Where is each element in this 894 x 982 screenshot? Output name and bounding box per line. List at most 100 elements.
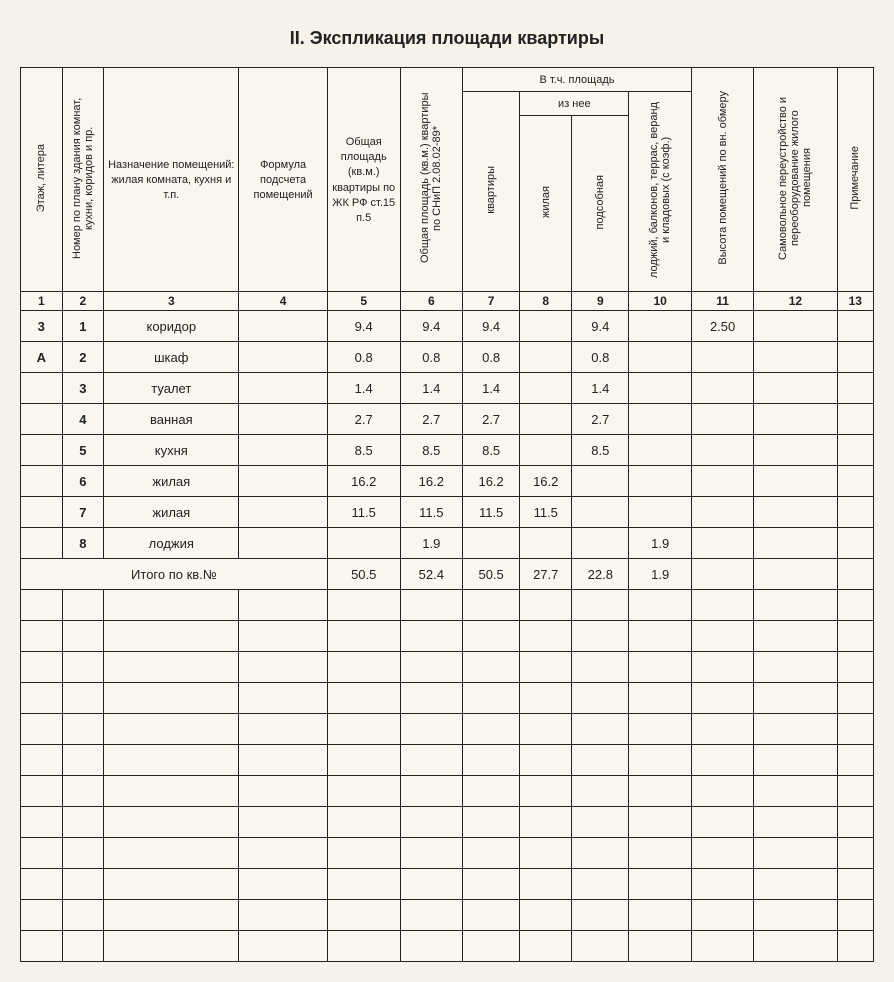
empty-cell bbox=[691, 869, 753, 900]
header-c6: Общая площадь (кв.м.) квартиры по СНиП 2… bbox=[419, 84, 443, 272]
empty-cell bbox=[463, 714, 520, 745]
cell-c4 bbox=[239, 342, 327, 373]
empty-cell bbox=[21, 838, 63, 869]
header-c3: Назначение помещений: жилая комната, кух… bbox=[108, 159, 234, 201]
empty-cell bbox=[520, 900, 572, 931]
table-row: 8лоджия1.91.9 bbox=[21, 528, 874, 559]
empty-cell bbox=[691, 590, 753, 621]
empty-cell bbox=[327, 869, 400, 900]
col-num: 7 bbox=[463, 292, 520, 311]
empty-cell bbox=[837, 900, 874, 931]
table-row: 4ванная2.72.72.72.7 bbox=[21, 404, 874, 435]
col-num: 2 bbox=[62, 292, 104, 311]
cell-c3: туалет bbox=[104, 373, 239, 404]
empty-cell bbox=[21, 869, 63, 900]
cell-c11 bbox=[691, 528, 753, 559]
empty-cell bbox=[754, 590, 837, 621]
total-c12 bbox=[754, 559, 837, 590]
empty-cell bbox=[400, 807, 462, 838]
empty-cell bbox=[837, 652, 874, 683]
cell-c5 bbox=[327, 528, 400, 559]
empty-cell bbox=[754, 869, 837, 900]
header-c11: Высота помещений по вн. обмеру bbox=[717, 87, 729, 269]
header-c2: Номер по плану здания комнат, кухни, кор… bbox=[71, 84, 95, 272]
empty-cell bbox=[327, 683, 400, 714]
empty-cell bbox=[572, 714, 629, 745]
empty-cell bbox=[520, 838, 572, 869]
empty-cell bbox=[104, 900, 239, 931]
empty-cell bbox=[520, 621, 572, 652]
col-num: 3 bbox=[104, 292, 239, 311]
empty-row bbox=[21, 652, 874, 683]
cell-c5: 11.5 bbox=[327, 497, 400, 528]
empty-cell bbox=[837, 590, 874, 621]
cell-c13 bbox=[837, 466, 874, 497]
cell-c10 bbox=[629, 373, 691, 404]
empty-cell bbox=[239, 931, 327, 962]
empty-cell bbox=[691, 807, 753, 838]
cell-c13 bbox=[837, 373, 874, 404]
header-c5: Общая площадь (кв.м.) квартиры по ЖК РФ … bbox=[332, 136, 395, 224]
col-num: 9 bbox=[572, 292, 629, 311]
empty-cell bbox=[629, 714, 691, 745]
table-row: 31коридор9.49.49.49.42.50 bbox=[21, 311, 874, 342]
cell-c11 bbox=[691, 435, 753, 466]
empty-cell bbox=[327, 714, 400, 745]
empty-cell bbox=[463, 931, 520, 962]
total-c9: 22.8 bbox=[572, 559, 629, 590]
empty-cell bbox=[62, 621, 104, 652]
cell-c2: 6 bbox=[62, 466, 104, 497]
empty-cell bbox=[629, 621, 691, 652]
cell-c3: жилая bbox=[104, 466, 239, 497]
empty-cell bbox=[463, 621, 520, 652]
empty-cell bbox=[837, 621, 874, 652]
empty-cell bbox=[239, 869, 327, 900]
cell-c6: 8.5 bbox=[400, 435, 462, 466]
empty-cell bbox=[239, 776, 327, 807]
empty-cell bbox=[104, 714, 239, 745]
cell-c1 bbox=[21, 435, 63, 466]
empty-cell bbox=[239, 807, 327, 838]
cell-c8: 16.2 bbox=[520, 466, 572, 497]
cell-c6: 9.4 bbox=[400, 311, 462, 342]
empty-cell bbox=[572, 838, 629, 869]
empty-row bbox=[21, 590, 874, 621]
total-row: Итого по кв.№50.552.450.527.722.81.9 bbox=[21, 559, 874, 590]
empty-cell bbox=[400, 683, 462, 714]
empty-cell bbox=[463, 683, 520, 714]
empty-cell bbox=[104, 931, 239, 962]
empty-cell bbox=[463, 838, 520, 869]
empty-cell bbox=[400, 714, 462, 745]
empty-cell bbox=[104, 807, 239, 838]
table-header: Этаж, литера Номер по плану здания комна… bbox=[21, 68, 874, 311]
cell-c3: лоджия bbox=[104, 528, 239, 559]
empty-cell bbox=[400, 590, 462, 621]
cell-c2: 8 bbox=[62, 528, 104, 559]
empty-cell bbox=[691, 652, 753, 683]
page-title: II. Экспликация площади квартиры bbox=[20, 28, 874, 49]
col-num: 4 bbox=[239, 292, 327, 311]
empty-cell bbox=[629, 807, 691, 838]
empty-cell bbox=[239, 838, 327, 869]
column-number-row: 12345678910111213 bbox=[21, 292, 874, 311]
empty-cell bbox=[21, 807, 63, 838]
empty-cell bbox=[629, 683, 691, 714]
cell-c5: 0.8 bbox=[327, 342, 400, 373]
cell-c4 bbox=[239, 404, 327, 435]
cell-c11 bbox=[691, 404, 753, 435]
empty-cell bbox=[837, 869, 874, 900]
table-body: 31коридор9.49.49.49.42.50А2шкаф0.80.80.8… bbox=[21, 311, 874, 962]
cell-c6: 0.8 bbox=[400, 342, 462, 373]
cell-c7: 16.2 bbox=[463, 466, 520, 497]
empty-cell bbox=[21, 621, 63, 652]
cell-c10 bbox=[629, 342, 691, 373]
empty-cell bbox=[837, 838, 874, 869]
total-c8: 27.7 bbox=[520, 559, 572, 590]
empty-cell bbox=[104, 776, 239, 807]
empty-cell bbox=[520, 807, 572, 838]
cell-c4 bbox=[239, 528, 327, 559]
header-c9: подсобная bbox=[594, 171, 606, 233]
empty-row bbox=[21, 931, 874, 962]
empty-cell bbox=[691, 745, 753, 776]
table-row: 7жилая11.511.511.511.5 bbox=[21, 497, 874, 528]
